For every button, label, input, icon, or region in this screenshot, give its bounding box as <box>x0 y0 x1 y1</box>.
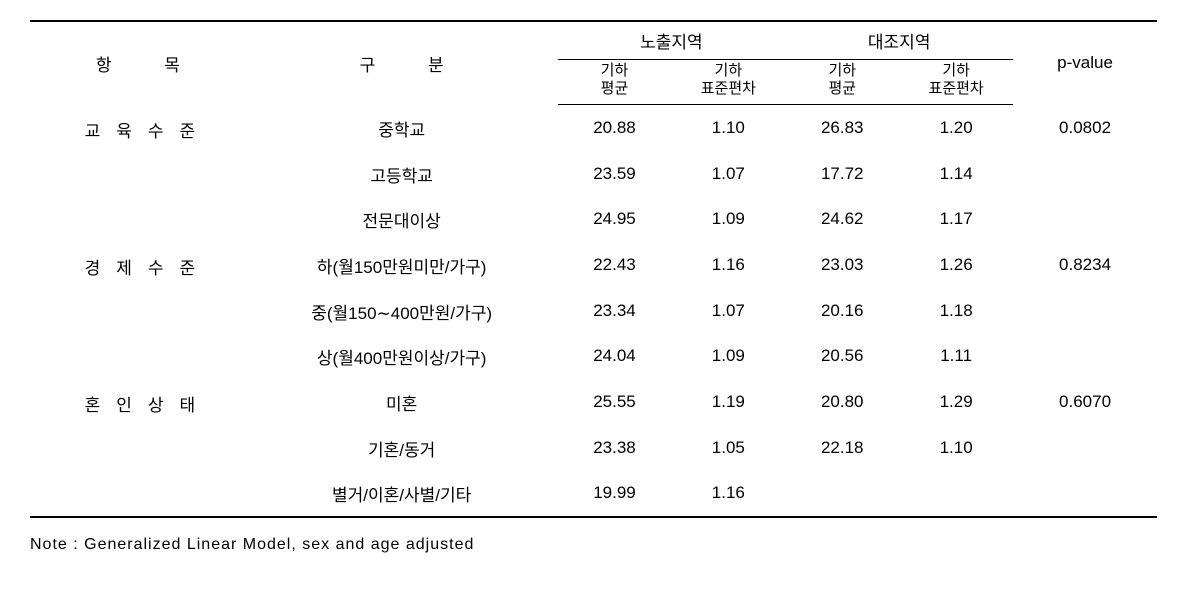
cell-control-mean: 24.62 <box>785 197 899 242</box>
table-note: Note : Generalized Linear Model, sex and… <box>30 536 1157 554</box>
cell-pvalue: 0.0802 <box>1013 105 1157 152</box>
cell-exposed-mean: 24.04 <box>558 334 672 379</box>
cell-control-sd: 1.11 <box>899 334 1013 379</box>
geosd-label-2: 표준편차 <box>701 80 756 97</box>
geomean-label-1: 기하 <box>601 62 629 79</box>
cell-control-mean: 26.83 <box>785 105 899 152</box>
cell-control-sd: 1.18 <box>899 289 1013 334</box>
header-group-control: 대조지역 <box>785 21 1013 60</box>
header-exposed-sd: 기하 표준편차 <box>671 60 785 105</box>
header-control-mean: 기하 평균 <box>785 60 899 105</box>
cell-control-sd: 1.10 <box>899 426 1013 471</box>
cell-category: 혼인상태 <box>30 379 246 426</box>
cell-exposed-sd: 1.07 <box>671 152 785 197</box>
cell-category: 교육수준 <box>30 105 246 152</box>
table-row: 고등학교 23.59 1.07 17.72 1.14 <box>30 152 1157 197</box>
cell-exposed-sd: 1.19 <box>671 379 785 426</box>
geomean-label-2: 평균 <box>601 80 629 97</box>
cell-subcategory: 중(월150∼400만원/가구) <box>246 289 558 334</box>
cell-category <box>30 426 246 471</box>
cell-exposed-sd: 1.16 <box>671 242 785 289</box>
table-row: 혼인상태 미혼 25.55 1.19 20.80 1.29 0.6070 <box>30 379 1157 426</box>
cell-control-sd <box>899 471 1013 517</box>
cell-exposed-mean: 23.59 <box>558 152 672 197</box>
cell-subcategory: 기혼/동거 <box>246 426 558 471</box>
cell-category <box>30 471 246 517</box>
cell-subcategory: 중학교 <box>246 105 558 152</box>
cell-subcategory: 하(월150만원미만/가구) <box>246 242 558 289</box>
table-row: 경제수준 하(월150만원미만/가구) 22.43 1.16 23.03 1.2… <box>30 242 1157 289</box>
cell-subcategory: 별거/이혼/사별/기타 <box>246 471 558 517</box>
cell-exposed-sd: 1.09 <box>671 197 785 242</box>
cell-control-sd: 1.26 <box>899 242 1013 289</box>
cell-subcategory: 고등학교 <box>246 152 558 197</box>
table-row: 별거/이혼/사별/기타 19.99 1.16 <box>30 471 1157 517</box>
geomean-label-3: 기하 <box>828 62 856 79</box>
geosd-label-1: 기하 <box>715 62 743 79</box>
table-row: 중(월150∼400만원/가구) 23.34 1.07 20.16 1.18 <box>30 289 1157 334</box>
cell-exposed-mean: 23.34 <box>558 289 672 334</box>
cell-control-mean: 20.56 <box>785 334 899 379</box>
cell-exposed-sd: 1.07 <box>671 289 785 334</box>
cell-pvalue: 0.8234 <box>1013 242 1157 289</box>
header-exposed-mean: 기하 평균 <box>558 60 672 105</box>
cell-exposed-mean: 25.55 <box>558 379 672 426</box>
cell-pvalue: 0.6070 <box>1013 379 1157 426</box>
cell-exposed-mean: 24.95 <box>558 197 672 242</box>
table-row: 상(월400만원이상/가구) 24.04 1.09 20.56 1.11 <box>30 334 1157 379</box>
table-body: 교육수준 중학교 20.88 1.10 26.83 1.20 0.0802 고등… <box>30 105 1157 517</box>
cell-subcategory: 미혼 <box>246 379 558 426</box>
cell-exposed-sd: 1.09 <box>671 334 785 379</box>
cell-pvalue <box>1013 471 1157 517</box>
cell-category <box>30 289 246 334</box>
cell-exposed-sd: 1.10 <box>671 105 785 152</box>
header-control-sd: 기하 표준편차 <box>899 60 1013 105</box>
header-category: 항 목 <box>30 21 246 105</box>
cell-exposed-mean: 20.88 <box>558 105 672 152</box>
cell-control-sd: 1.17 <box>899 197 1013 242</box>
cell-category <box>30 197 246 242</box>
cell-subcategory: 전문대이상 <box>246 197 558 242</box>
cell-category <box>30 152 246 197</box>
header-subcategory: 구 분 <box>246 21 558 105</box>
cell-category <box>30 334 246 379</box>
geosd-label-4: 표준편차 <box>929 80 984 97</box>
cell-control-mean: 20.16 <box>785 289 899 334</box>
cell-control-mean: 20.80 <box>785 379 899 426</box>
cell-exposed-mean: 19.99 <box>558 471 672 517</box>
cell-category: 경제수준 <box>30 242 246 289</box>
cell-subcategory: 상(월400만원이상/가구) <box>246 334 558 379</box>
cell-pvalue <box>1013 152 1157 197</box>
table-row: 기혼/동거 23.38 1.05 22.18 1.10 <box>30 426 1157 471</box>
cell-pvalue <box>1013 426 1157 471</box>
cell-control-mean <box>785 471 899 517</box>
cell-exposed-sd: 1.16 <box>671 471 785 517</box>
table-row: 전문대이상 24.95 1.09 24.62 1.17 <box>30 197 1157 242</box>
geosd-label-3: 기하 <box>942 62 970 79</box>
cell-control-mean: 22.18 <box>785 426 899 471</box>
geomean-label-4: 평균 <box>828 80 856 97</box>
cell-pvalue <box>1013 334 1157 379</box>
cell-control-mean: 17.72 <box>785 152 899 197</box>
header-pvalue: p-value <box>1013 21 1157 105</box>
table-header: 항 목 구 분 노출지역 대조지역 p-value 기하 평균 기하 표준편차 … <box>30 21 1157 105</box>
cell-exposed-sd: 1.05 <box>671 426 785 471</box>
cell-control-sd: 1.29 <box>899 379 1013 426</box>
header-group-exposed: 노출지역 <box>558 21 786 60</box>
cell-pvalue <box>1013 197 1157 242</box>
cell-exposed-mean: 23.38 <box>558 426 672 471</box>
data-table: 항 목 구 분 노출지역 대조지역 p-value 기하 평균 기하 표준편차 … <box>30 20 1157 518</box>
cell-control-mean: 23.03 <box>785 242 899 289</box>
cell-control-sd: 1.14 <box>899 152 1013 197</box>
cell-exposed-mean: 22.43 <box>558 242 672 289</box>
table-row: 교육수준 중학교 20.88 1.10 26.83 1.20 0.0802 <box>30 105 1157 152</box>
cell-control-sd: 1.20 <box>899 105 1013 152</box>
cell-pvalue <box>1013 289 1157 334</box>
